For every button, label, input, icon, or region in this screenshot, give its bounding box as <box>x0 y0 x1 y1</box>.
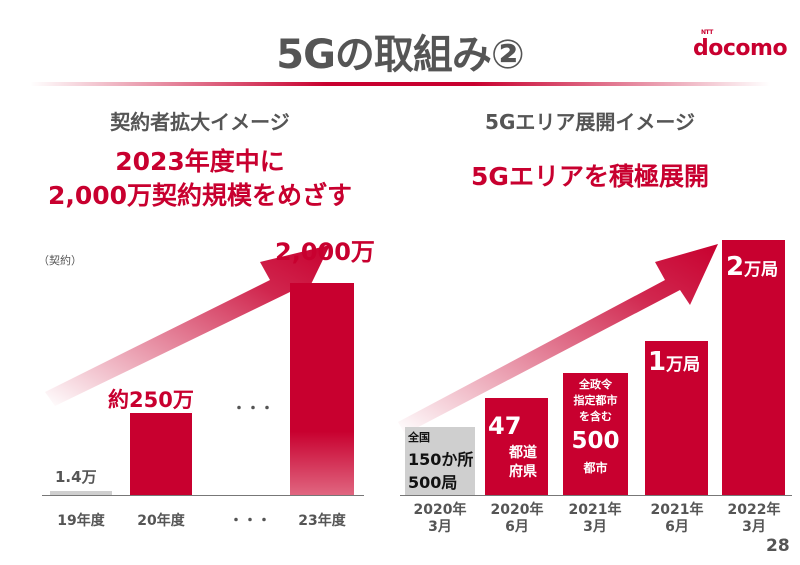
bar-2020-03: 全国 150か所 500局 <box>405 427 475 495</box>
title-divider <box>30 82 770 86</box>
bar-2021-03: 全政令 指定都市 を含む 500 都市 <box>563 373 628 495</box>
left-headline-2: 2,000万契約規模をめざす <box>47 181 353 210</box>
bar-text: 全政令 <box>579 378 612 391</box>
bar-20 <box>130 413 192 495</box>
x-label: 19年度 <box>57 513 105 529</box>
x-label: 2020年 6月 <box>490 502 544 535</box>
right-headline: 5Gエリアを積極展開 <box>471 162 709 191</box>
left-headline-1: 2023年度中に <box>115 147 285 176</box>
y-unit-label: （契約） <box>38 254 82 267</box>
x-label: 2022年 3月 <box>727 502 781 535</box>
x-label: 2020年 3月 <box>413 502 467 535</box>
bar-text: 万局 <box>744 260 779 280</box>
left-subtitle: 契約者拡大イメージ <box>110 110 290 134</box>
bar-text: 500局 <box>408 473 458 492</box>
right-subtitle: 5Gエリア展開イメージ <box>485 110 695 134</box>
x-label: 23年度 <box>298 513 346 529</box>
page-title: 5Gの取組み② <box>276 32 525 78</box>
bar-text: 指定都市 <box>573 394 618 407</box>
value-label-20: 約250万 <box>108 388 194 412</box>
bar-text: 2 <box>726 252 745 282</box>
bar-text: 都道 <box>509 445 537 461</box>
bar-text: 47 <box>488 412 522 440</box>
value-label-23: 2,000万 <box>275 238 375 266</box>
bar-text: 500 <box>571 428 620 454</box>
bar-text: 150か所 <box>408 450 474 469</box>
bar-2021-06: 1万局 <box>645 341 708 495</box>
bar-text: 全国 <box>408 431 430 444</box>
left-x-axis <box>42 495 364 496</box>
x-label: 20年度 <box>137 513 185 529</box>
bar-23 <box>290 283 354 495</box>
bar-2020-06: 47 都道 府県 <box>485 398 548 495</box>
x-label: 2021年 3月 <box>568 502 622 535</box>
left-arrow <box>45 245 330 406</box>
page-number: 28 <box>766 536 790 556</box>
bar-text: 万局 <box>666 355 701 375</box>
bar-text: 1 <box>648 347 667 377</box>
docomo-logo: NTT docomo <box>693 29 788 61</box>
ellipsis-mid: ・・・ <box>232 401 274 417</box>
x-label: 2021年 6月 <box>650 502 704 535</box>
bar-text: を含む <box>579 410 612 423</box>
bar-text: 府県 <box>509 464 537 480</box>
x-label: ・・・ <box>229 513 271 529</box>
bar-text: 都市 <box>583 461 608 475</box>
value-label-19: 1.4万 <box>55 468 97 486</box>
right-arrow <box>398 244 718 434</box>
bar-2022-03: 2万局 <box>722 240 785 495</box>
right-x-axis <box>400 495 792 496</box>
bar-19 <box>50 491 112 495</box>
